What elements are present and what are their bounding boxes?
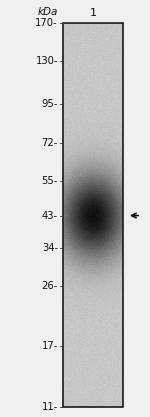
- Text: 43-: 43-: [42, 211, 58, 221]
- Text: 11-: 11-: [42, 402, 58, 412]
- Text: 55-: 55-: [42, 176, 58, 186]
- Text: 34-: 34-: [42, 244, 58, 254]
- Text: 95-: 95-: [42, 100, 58, 110]
- Text: 1: 1: [90, 8, 96, 18]
- Text: 17-: 17-: [42, 341, 58, 351]
- Text: 130-: 130-: [36, 55, 58, 65]
- Text: kDa: kDa: [38, 7, 58, 17]
- Text: 170-: 170-: [35, 18, 58, 28]
- Bar: [63, 23, 123, 407]
- Text: 72-: 72-: [42, 138, 58, 148]
- Text: 26-: 26-: [42, 281, 58, 291]
